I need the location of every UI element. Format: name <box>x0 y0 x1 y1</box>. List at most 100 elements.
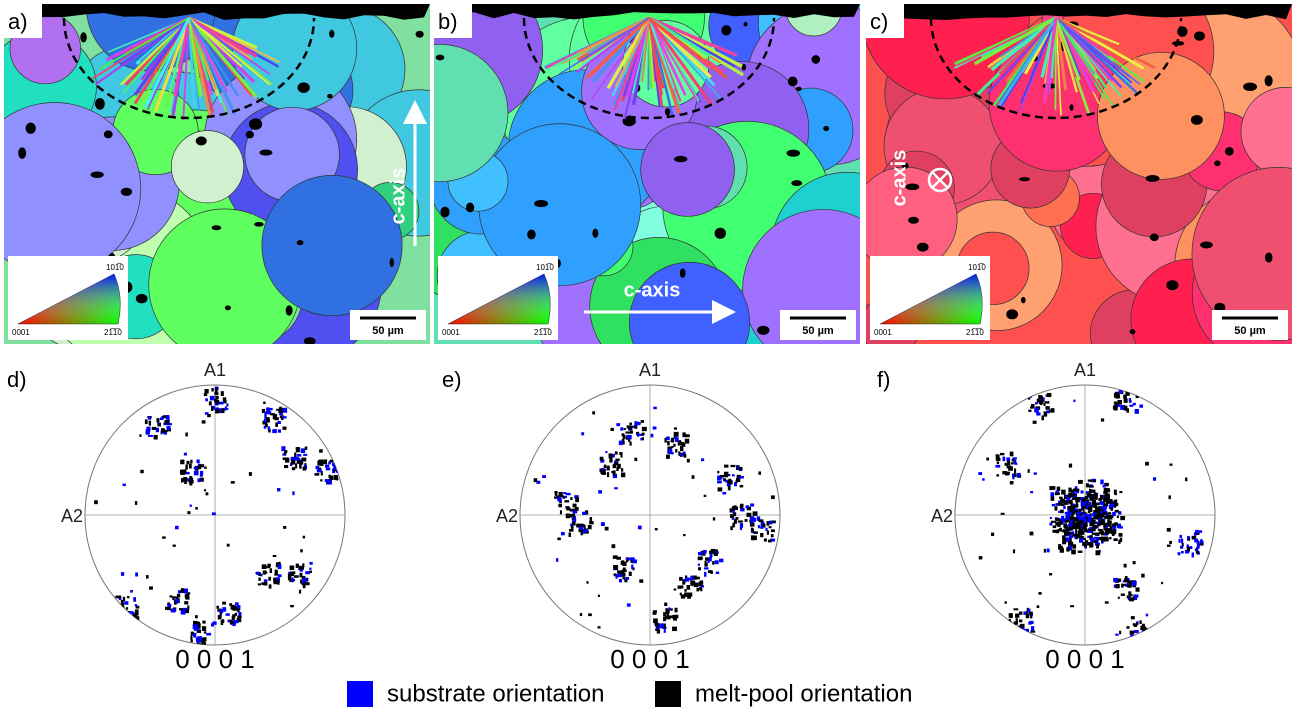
pole-point <box>569 508 573 512</box>
pole-point <box>629 425 633 431</box>
pole-point <box>1018 619 1023 623</box>
pole-point <box>616 466 619 472</box>
pole-point <box>653 618 658 624</box>
pole-point <box>1078 522 1082 525</box>
pole-point <box>707 559 710 564</box>
pole-point <box>1085 483 1089 487</box>
pole-point <box>1087 535 1092 538</box>
pore <box>1149 233 1159 242</box>
grain <box>170 130 244 204</box>
pole-point <box>1128 398 1132 403</box>
pole-point <box>616 556 621 560</box>
pole-point <box>1066 513 1071 517</box>
pole-point <box>1123 394 1127 399</box>
pole-point <box>665 608 668 611</box>
pole-point <box>678 451 681 456</box>
pole-point <box>278 408 283 414</box>
pole-point <box>695 576 700 580</box>
pole-point <box>272 414 278 420</box>
pole-point <box>1079 535 1084 540</box>
pole-point <box>1063 505 1066 510</box>
pole-point <box>735 478 741 482</box>
pole-point <box>1118 390 1123 394</box>
pole-point <box>671 437 675 443</box>
pore <box>195 136 207 146</box>
pole-point <box>687 592 693 597</box>
pole-point <box>295 563 299 568</box>
pole-point <box>692 575 697 580</box>
pole-point <box>700 585 704 588</box>
grain <box>640 122 735 217</box>
pole-point <box>186 592 191 595</box>
dendrite <box>1054 17 1057 110</box>
pore <box>1200 241 1213 249</box>
pole-point <box>1043 402 1046 407</box>
pole-point <box>605 451 608 454</box>
pole-point <box>260 573 263 577</box>
pole-point <box>626 603 631 607</box>
pole-point <box>679 446 684 452</box>
pole-point <box>118 597 122 601</box>
melt-pool-boundary <box>929 17 1183 120</box>
pole-point <box>620 560 624 565</box>
pole-point <box>289 578 293 582</box>
pole-point <box>1084 521 1088 526</box>
pole-point <box>214 407 220 411</box>
pole-figure-title: 0 0 0 1 <box>175 644 255 674</box>
pole-point <box>200 470 204 476</box>
pole-point <box>1088 518 1092 523</box>
pole-point <box>1028 397 1031 400</box>
pore <box>80 32 87 43</box>
pole-point <box>112 601 118 605</box>
pole-point <box>196 459 200 464</box>
pole-point <box>553 496 559 499</box>
pore <box>94 97 105 110</box>
pole-point <box>766 530 770 535</box>
pole-point <box>302 585 306 589</box>
pole-point <box>1055 490 1059 493</box>
pole-point <box>1044 401 1050 404</box>
pore <box>135 293 148 304</box>
pole-point <box>558 495 564 498</box>
pole-point <box>738 467 743 470</box>
pole-point <box>1134 408 1139 414</box>
pole-point <box>614 451 618 455</box>
pole-point <box>1058 520 1063 525</box>
pole-point <box>770 529 775 533</box>
pole-point <box>1147 639 1152 643</box>
pore <box>1020 296 1026 304</box>
pore <box>905 183 920 191</box>
pole-point <box>196 639 201 643</box>
pole-point <box>180 588 185 593</box>
pole-point <box>733 519 737 524</box>
dendrite <box>188 16 258 58</box>
pole-point <box>1062 539 1067 545</box>
pole-point <box>215 395 219 399</box>
pole-point <box>1070 504 1076 510</box>
pole-point <box>199 643 203 645</box>
pole-point <box>696 587 700 592</box>
pole-point <box>1043 548 1046 553</box>
pole-point <box>614 487 618 490</box>
pole-point <box>717 470 720 474</box>
panel-label-box <box>866 4 904 38</box>
pole-point <box>740 507 745 512</box>
pole-point <box>739 476 744 479</box>
pole-point <box>1095 550 1101 556</box>
pole-point <box>1092 479 1096 483</box>
pole-point <box>1132 641 1136 644</box>
pole-point <box>1071 503 1075 506</box>
pole-point <box>148 420 152 426</box>
pole-point <box>296 459 302 464</box>
pole-point <box>130 589 133 593</box>
pole-point <box>573 517 577 522</box>
pole-point <box>275 422 278 427</box>
pole-point <box>320 479 323 482</box>
legend-label: substrate orientation <box>387 680 604 707</box>
pole-point <box>197 478 201 483</box>
pole-point <box>1094 532 1098 536</box>
pole-point <box>1097 516 1101 522</box>
pole-point <box>124 611 130 616</box>
pole-point <box>1091 518 1094 522</box>
pole-point <box>1029 531 1034 536</box>
